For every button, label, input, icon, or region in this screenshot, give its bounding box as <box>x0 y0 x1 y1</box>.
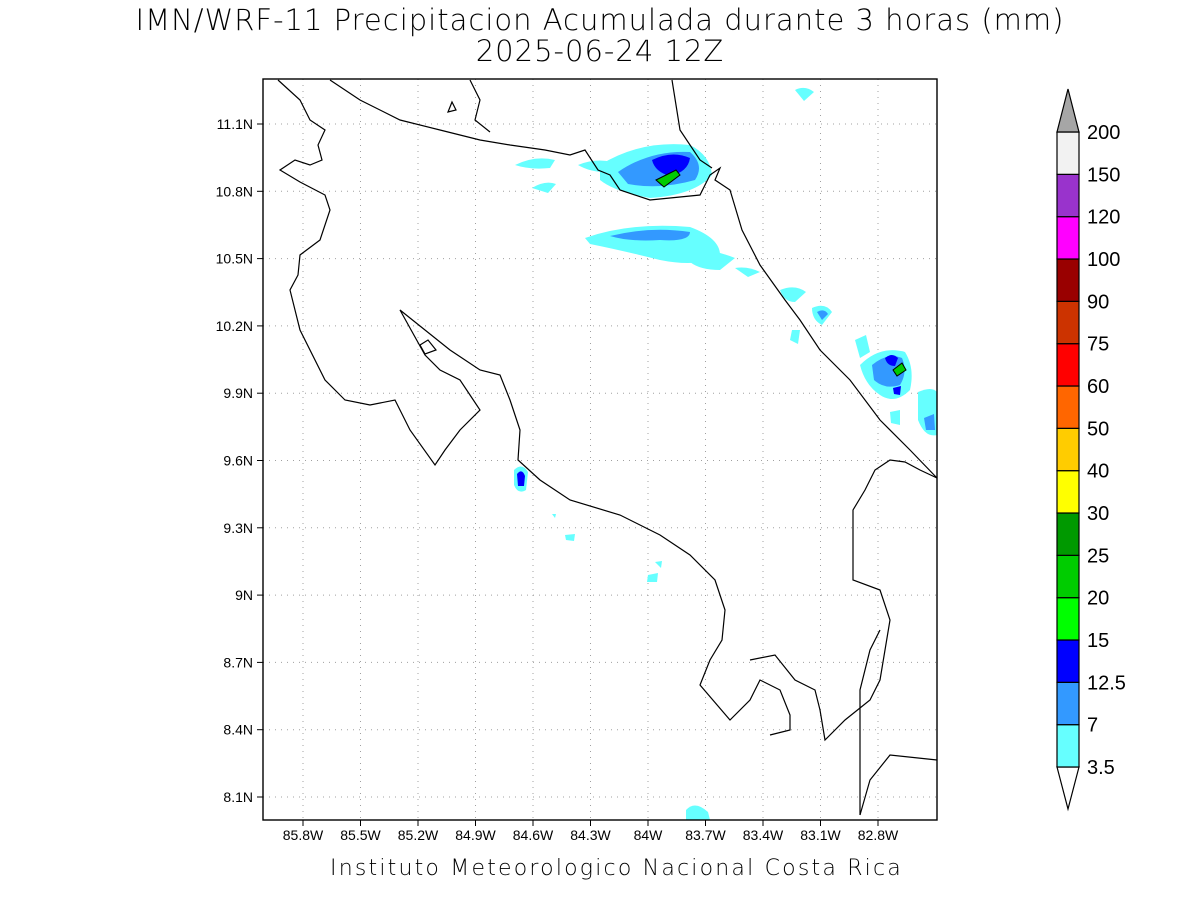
colorbar-segment <box>1056 639 1080 683</box>
colorbar-segment <box>1056 554 1080 599</box>
precip-cell <box>610 229 690 241</box>
precip-cell <box>885 355 898 366</box>
x-tick-label: 83.7W <box>685 827 726 843</box>
precip-cell <box>565 534 575 541</box>
colorbar-label: 60 <box>1087 376 1109 398</box>
precip-cell <box>790 330 800 344</box>
colorbar-segment <box>1056 173 1080 218</box>
precip-cell <box>780 287 806 302</box>
precip-cell <box>892 362 907 377</box>
colorbar-segment <box>1056 724 1080 768</box>
precip-cell <box>647 573 658 582</box>
y-tick-label: 11.1N <box>217 116 253 132</box>
colorbar-label: 12.5 <box>1087 672 1126 694</box>
colorbar-segment <box>1056 470 1080 514</box>
precip-cell <box>690 249 735 270</box>
colorbar-segment <box>1056 427 1080 472</box>
y-tick-label: 8.7N <box>223 654 253 670</box>
colorbar-segment <box>1056 597 1080 641</box>
x-tick-label: 84.9W <box>455 827 496 843</box>
y-tick-label: 10.5N <box>216 251 253 267</box>
colorbar-label: 200 <box>1087 122 1120 144</box>
precip-cell <box>872 356 905 387</box>
map-title: IMN/WRF-11 Precipitacion Acumulada duran… <box>135 3 1065 37</box>
colorbar-label: 120 <box>1087 207 1120 229</box>
x-tick-label: 84W <box>634 827 664 843</box>
colorbar-segment <box>1056 681 1080 726</box>
colorbar-low-triangle <box>1056 766 1080 812</box>
colorbar-label: 50 <box>1087 418 1109 440</box>
x-tick-label: 84.3W <box>570 827 611 843</box>
precip-cell <box>817 310 828 320</box>
x-tick-label: 85.8W <box>283 827 324 843</box>
x-tick-label: 85.2W <box>398 827 439 843</box>
colorbar-label: 3.5 <box>1087 757 1115 779</box>
colorbar-label: 90 <box>1087 291 1109 313</box>
colorbar-label: 100 <box>1087 249 1120 271</box>
y-tick-label: 10.8N <box>216 183 253 199</box>
colorbar-high-triangle <box>1056 88 1080 133</box>
colorbar-label: 25 <box>1087 545 1109 567</box>
precip-cell <box>735 267 760 277</box>
y-tick-label: 8.4N <box>223 722 253 738</box>
precip-cell <box>532 182 556 193</box>
y-tick-label: 9.6N <box>223 453 253 469</box>
grid-lines <box>263 79 937 820</box>
precip-cell <box>655 169 681 188</box>
x-tick-label: 83.4W <box>743 827 784 843</box>
coastlines <box>277 79 938 816</box>
map-plot-area <box>262 78 938 821</box>
colorbar-label: 7 <box>1087 715 1098 737</box>
precip-cell <box>517 471 525 486</box>
institution-footer: Instituto Meteorologico Nacional Costa R… <box>330 856 903 881</box>
y-tick-label: 9N <box>235 587 253 603</box>
precip-cell <box>893 386 901 395</box>
colorbar-label: 40 <box>1087 461 1109 483</box>
colorbar-segment <box>1056 131 1080 175</box>
precip-cell <box>855 335 870 358</box>
colorbar-label: 150 <box>1087 164 1120 186</box>
precip-cell <box>795 87 814 101</box>
x-tick-label: 85.5W <box>340 827 381 843</box>
colorbar-segment <box>1056 512 1080 556</box>
x-tick-label: 82.8W <box>858 827 899 843</box>
colorbar-segment <box>1056 258 1080 302</box>
precip-cell <box>890 410 900 425</box>
colorbar-label: 30 <box>1087 503 1109 525</box>
colorbar-segment <box>1056 300 1080 345</box>
colorbar-segment <box>1056 343 1080 387</box>
x-tick-label: 84.6W <box>513 827 554 843</box>
y-tick-label: 8.1N <box>223 789 253 805</box>
precip-cell <box>552 514 556 518</box>
colorbar-segment <box>1056 385 1080 429</box>
precip-areas <box>514 87 937 820</box>
precip-cell <box>924 414 935 430</box>
colorbar-label: 20 <box>1087 588 1109 610</box>
precip-cell <box>652 154 690 176</box>
colorbar-label: 15 <box>1087 630 1109 652</box>
x-tick-label: 83.1W <box>800 827 841 843</box>
precip-cell <box>686 805 710 820</box>
precip-cell <box>515 158 555 169</box>
y-tick-label: 10.2N <box>216 318 253 334</box>
y-tick-label: 9.9N <box>223 385 253 401</box>
precip-cell <box>655 561 662 568</box>
colorbar-segment <box>1056 216 1080 260</box>
colorbar-legend: 3.5 7 12.5 15 20 25 30 40 50 60 75 90 100 120 150 200 <box>1056 88 1126 812</box>
y-tick-label: 9.3N <box>223 520 253 536</box>
colorbar-label: 75 <box>1087 334 1109 356</box>
map-axes: 85.8W 85.5W 85.2W 84.9W 84.6W 84.3W 84W 83.7W 83… <box>216 116 899 843</box>
map-date: 2025-06-24 12Z <box>475 34 725 68</box>
